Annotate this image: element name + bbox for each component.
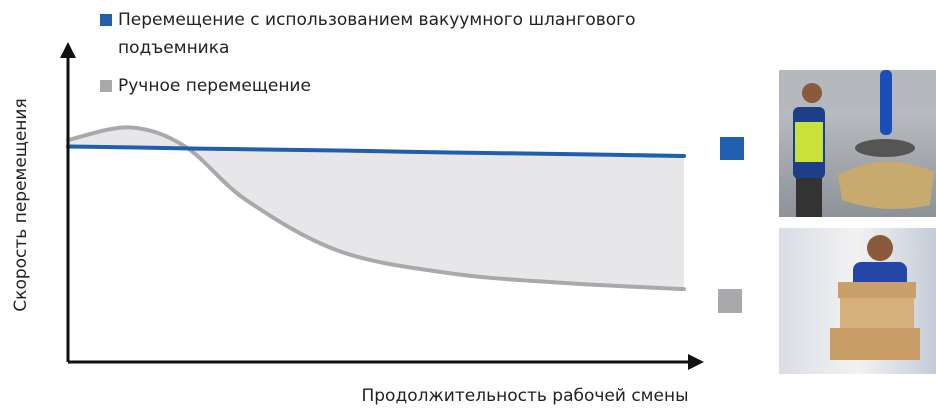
page: Скорость перемещения Продолжительность р… (0, 0, 936, 410)
series-marker (720, 137, 744, 160)
legend-label: Перемещение с использованием вакуумного … (100, 6, 660, 62)
y-axis-arrow (60, 42, 76, 58)
legend-swatch (100, 80, 112, 92)
y-axis-label: Скорость перемещения (11, 98, 31, 311)
legend-swatch (100, 14, 112, 26)
legend-item: Перемещение с использованием вакуумного … (100, 6, 660, 62)
x-axis-label: Продолжительность рабочей смены (361, 386, 688, 406)
legend-label: Ручное перемещение (100, 72, 500, 100)
legend-item: Ручное перемещение (100, 72, 500, 100)
photo-lifter (779, 70, 936, 217)
x-axis-arrow (688, 354, 704, 370)
series-marker (718, 289, 742, 313)
photo-manual (779, 228, 936, 374)
